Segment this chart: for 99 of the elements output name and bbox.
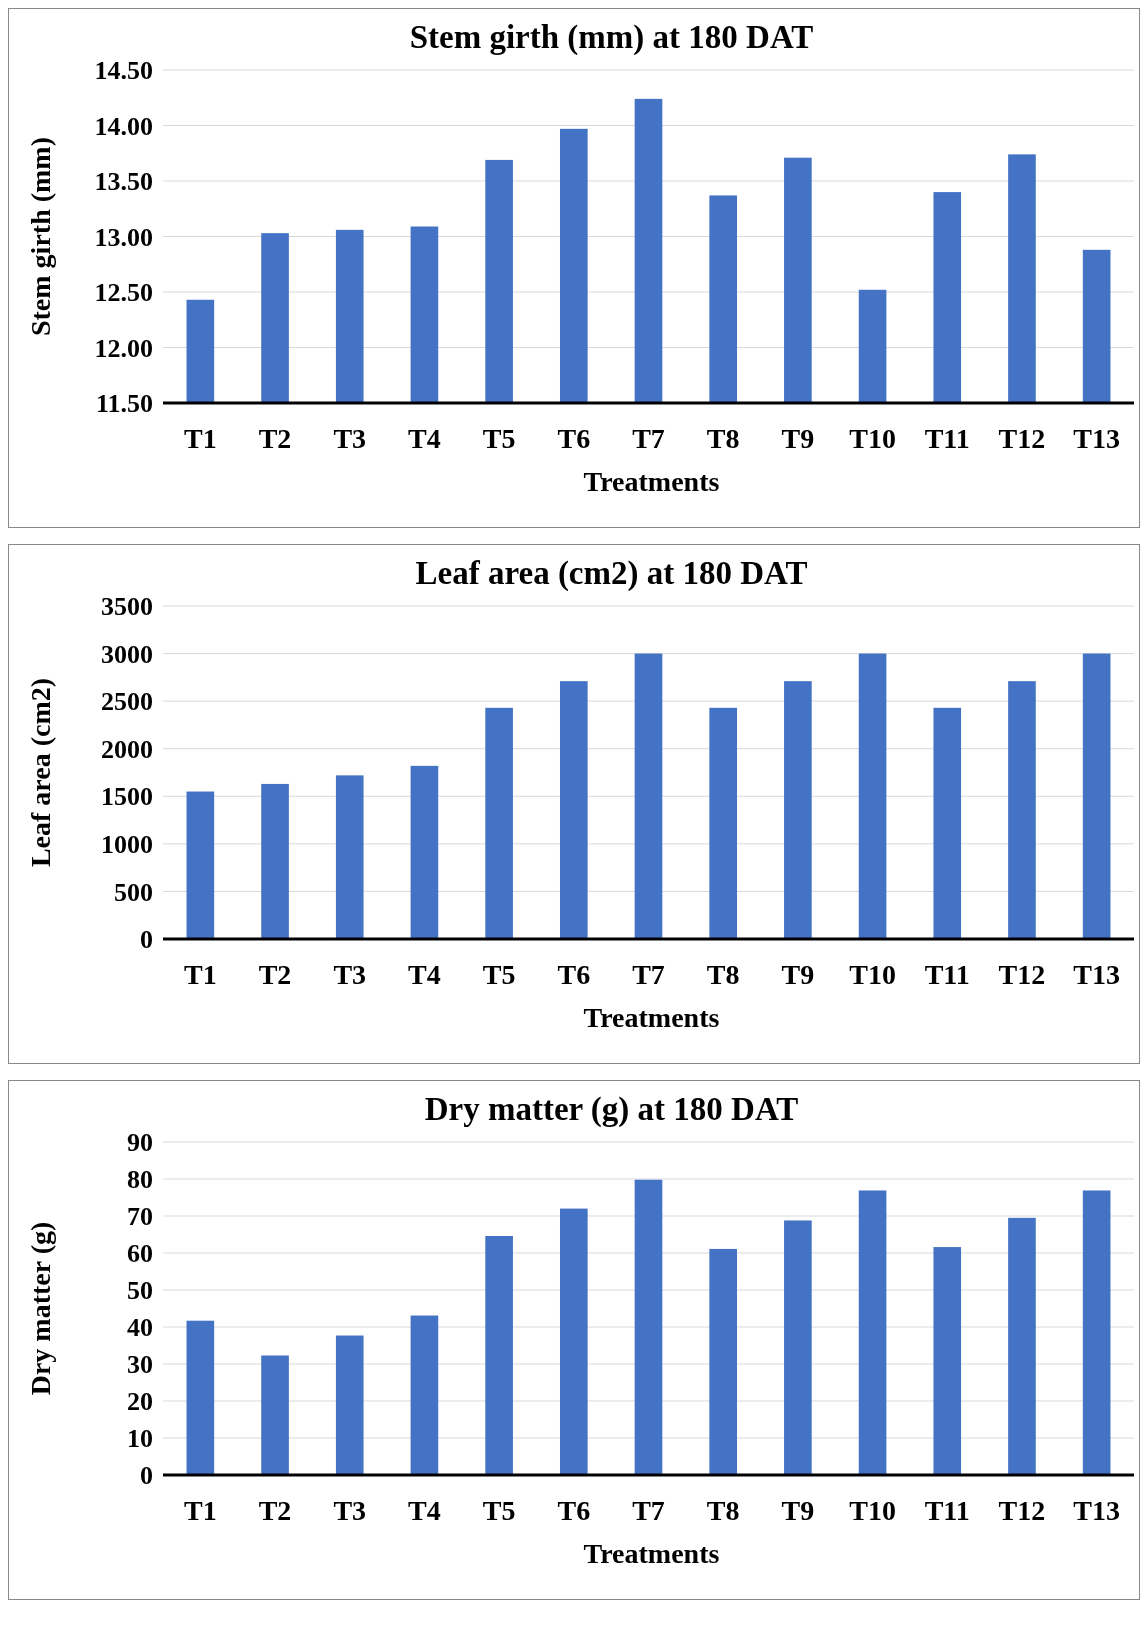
bar — [933, 707, 962, 939]
y-tick-label: 13.00 — [94, 222, 153, 252]
bar — [410, 765, 439, 939]
bar — [186, 1320, 215, 1475]
y-tick-label: 11.50 — [95, 389, 153, 419]
x-axis-title: Treatments — [583, 466, 720, 497]
bar — [261, 783, 289, 939]
x-axis-title: Treatments — [583, 1002, 720, 1033]
x-tick-label: T8 — [706, 959, 740, 990]
bar — [784, 681, 812, 939]
x-tick-label: T5 — [482, 959, 516, 990]
y-tick-label: 70 — [127, 1202, 153, 1232]
bar — [1008, 1217, 1036, 1475]
bar — [634, 653, 663, 939]
x-tick-label: T13 — [1073, 423, 1120, 454]
bar — [410, 1315, 439, 1475]
x-tick-label: T10 — [849, 423, 896, 454]
chart-title: Stem girth (mm) at 180 DAT — [409, 19, 814, 56]
bar — [335, 775, 364, 939]
y-tick-label: 14.00 — [94, 111, 153, 141]
bar — [858, 653, 887, 939]
y-tick-label: 0 — [140, 1461, 153, 1491]
bar — [784, 1220, 812, 1475]
x-tick-label: T9 — [781, 959, 815, 990]
bar — [709, 1248, 738, 1475]
x-tick-label: T13 — [1073, 1495, 1120, 1526]
y-tick-label: 3000 — [101, 639, 153, 669]
x-tick-label: T2 — [258, 1495, 292, 1526]
bar — [634, 1179, 663, 1475]
x-tick-label: T12 — [998, 1495, 1046, 1526]
x-tick-label: T9 — [781, 1495, 815, 1526]
x-tick-label: T4 — [408, 423, 441, 454]
x-tick-label: T10 — [849, 1495, 896, 1526]
y-tick-label: 1000 — [101, 829, 153, 859]
x-tick-label: T13 — [1073, 959, 1120, 990]
y-axis-title: Stem girth (mm) — [25, 136, 56, 337]
x-tick-label: T6 — [557, 959, 591, 990]
x-tick-label: T1 — [184, 1495, 217, 1526]
x-tick-label: T3 — [333, 423, 367, 454]
bar — [1082, 1190, 1111, 1475]
x-tick-label: T8 — [706, 423, 740, 454]
y-tick-label: 12.00 — [94, 333, 153, 363]
bar — [1008, 681, 1036, 939]
x-tick-label: T3 — [333, 959, 367, 990]
y-tick-label: 80 — [127, 1165, 153, 1195]
y-tick-label: 3500 — [101, 592, 153, 622]
y-tick-label: 2000 — [101, 734, 153, 764]
x-tick-label: T10 — [849, 959, 896, 990]
x-tick-label: T11 — [924, 959, 970, 990]
bar — [485, 1235, 513, 1475]
y-tick-label: 500 — [114, 877, 153, 907]
x-tick-label: T1 — [184, 423, 217, 454]
chart-title: Leaf area (cm2) at 180 DAT — [415, 555, 808, 592]
bar — [858, 1190, 887, 1475]
x-tick-label: T2 — [258, 423, 292, 454]
chart-title: Dry matter (g) at 180 DAT — [424, 1091, 799, 1128]
y-tick-label: 0 — [140, 925, 153, 955]
x-tick-label: T4 — [408, 959, 441, 990]
x-tick-label: T5 — [482, 1495, 516, 1526]
x-tick-label: T8 — [706, 1495, 740, 1526]
x-tick-label: T12 — [998, 959, 1046, 990]
bar — [709, 707, 738, 939]
y-tick-label: 1500 — [101, 782, 153, 812]
y-tick-label: 40 — [127, 1313, 153, 1343]
x-axis-title: Treatments — [583, 1538, 720, 1569]
y-tick-label: 60 — [127, 1239, 153, 1269]
x-tick-label: T6 — [557, 423, 591, 454]
bar — [559, 1208, 588, 1475]
y-tick-label: 20 — [127, 1387, 153, 1417]
bar — [335, 1335, 364, 1475]
x-tick-label: T7 — [632, 959, 665, 990]
y-tick-label: 13.50 — [94, 167, 153, 197]
x-tick-label: T1 — [184, 959, 217, 990]
bar — [1082, 653, 1111, 939]
y-tick-label: 14.50 — [94, 56, 153, 86]
x-tick-label: T5 — [482, 423, 516, 454]
y-tick-label: 30 — [127, 1350, 153, 1380]
x-tick-label: T12 — [998, 423, 1046, 454]
bar — [261, 1355, 289, 1475]
y-tick-label: 2500 — [101, 687, 153, 717]
bar — [485, 707, 513, 939]
x-tick-label: T4 — [408, 1495, 441, 1526]
y-axis-title: Leaf area (cm2) — [25, 677, 56, 868]
bar — [186, 791, 215, 939]
x-tick-label: T7 — [632, 1495, 665, 1526]
bar — [933, 1247, 962, 1475]
y-tick-label: 90 — [127, 1128, 153, 1158]
x-tick-label: T11 — [924, 423, 970, 454]
y-tick-label: 12.50 — [94, 278, 153, 308]
x-tick-label: T6 — [557, 1495, 591, 1526]
x-tick-label: T3 — [333, 1495, 367, 1526]
y-tick-label: 10 — [127, 1424, 153, 1454]
y-tick-label: 50 — [127, 1276, 153, 1306]
x-tick-label: T7 — [632, 423, 665, 454]
x-tick-label: T11 — [924, 1495, 970, 1526]
x-tick-label: T9 — [781, 423, 815, 454]
y-axis-title: Dry matter (g) — [25, 1221, 56, 1396]
x-tick-label: T2 — [258, 959, 292, 990]
bar — [559, 681, 588, 939]
